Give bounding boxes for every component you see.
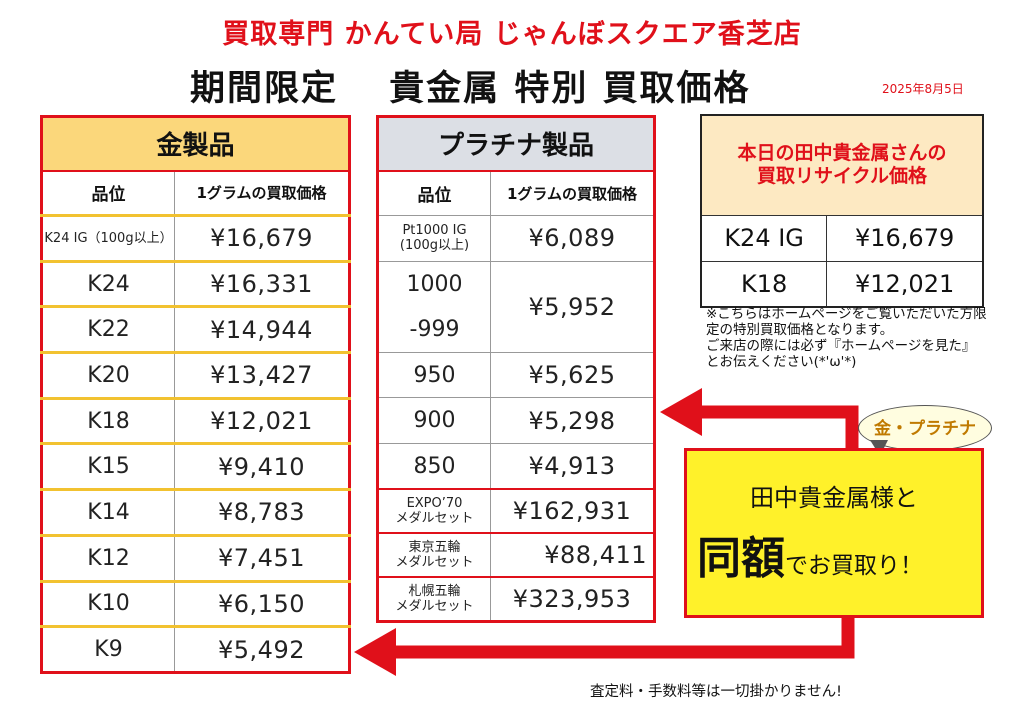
- table-row: K24 IG（100g以上） ¥16,679: [41, 214, 350, 262]
- grade-cell: K18: [700, 260, 828, 308]
- platinum-table-title: プラチナ製品: [377, 116, 655, 172]
- grade-cell: 950: [377, 351, 491, 399]
- price-cell: ¥5,952: [490, 260, 655, 353]
- table-row: K12 ¥7,451: [41, 533, 350, 582]
- grade-cell: K22: [41, 305, 175, 354]
- grade-cell: K10: [41, 579, 175, 628]
- grade-cell: Pt1000 IG (100g以上): [377, 215, 491, 262]
- arrow-to-platinum: [696, 405, 859, 450]
- platinum-col-price: 1グラムの買取価格: [490, 170, 655, 216]
- table-row: Pt1000 IG (100g以上) ¥6,089: [377, 215, 655, 262]
- date-label: 2025年8月5日: [882, 82, 964, 96]
- grade-cell: 1000 -999: [377, 260, 491, 353]
- platinum-col-grade: 品位: [377, 170, 491, 216]
- price-cell: ¥14,944: [174, 305, 350, 354]
- table-row: K10 ¥6,150: [41, 579, 350, 628]
- table-row: EXPO’70 メダルセット ¥162,931: [377, 488, 655, 534]
- promo-rest: でお買取り！: [785, 553, 923, 579]
- grade-cell: K14: [41, 488, 175, 536]
- grade-cell: K18: [41, 396, 175, 445]
- price-cell: ¥5,625: [490, 351, 655, 399]
- price-cell: ¥6,150: [174, 579, 350, 628]
- shop-name: 買取専門 かんてい局 じゃんぼスクエア香芝店: [222, 19, 802, 50]
- table-row: K14 ¥8,783: [41, 488, 350, 536]
- price-cell: ¥16,679: [174, 214, 350, 262]
- gold-price-table: 金製品 品位 1グラムの買取価格 K24 IG（100g以上） ¥16,679 …: [40, 115, 351, 674]
- price-cell: ¥88,411: [490, 532, 655, 578]
- price-cell: ¥16,331: [174, 259, 350, 308]
- grade-cell: K24: [41, 259, 175, 308]
- table-row: 900 ¥5,298: [377, 397, 655, 445]
- tanaka-recycle-price-table: 本日の田中貴金属さんの 買取リサイクル価格 K24 IG ¥16,679 K18 ¥1…: [700, 114, 984, 308]
- grade-cell: 900: [377, 397, 491, 445]
- price-cell: ¥4,913: [490, 443, 655, 490]
- promo-line2: 同額でお買取り！: [697, 522, 984, 586]
- price-cell: ¥12,021: [826, 260, 984, 308]
- table-row: K24 ¥16,331: [41, 259, 350, 308]
- gold-table-title: 金製品: [41, 116, 350, 172]
- arrow-to-gold: [392, 618, 855, 659]
- table-row: 札幌五輪 メダルセット ¥323,953: [377, 576, 655, 622]
- table-row: K9 ¥5,492: [41, 625, 350, 673]
- grade-cell: K9: [41, 625, 175, 673]
- price-cell: ¥323,953: [490, 576, 655, 622]
- table-row: K15 ¥9,410: [41, 442, 350, 491]
- table-row: 1000 -999 ¥5,952: [377, 260, 655, 353]
- price-cell: ¥12,021: [174, 396, 350, 445]
- no-fee-notice: 査定料・手数料等は一切掛かりません!: [590, 684, 842, 700]
- medal-name-cell: 札幌五輪 メダルセット: [377, 576, 491, 622]
- arrow-head-gold: [354, 628, 396, 676]
- price-cell: ¥7,451: [174, 533, 350, 582]
- promo-line1: 田中貴金属様と: [750, 484, 918, 512]
- bubble-label: 金・プラチナ: [874, 419, 976, 439]
- table-row: 東京五輪 メダルセット ¥88,411: [377, 532, 655, 578]
- price-cell: ¥16,679: [826, 214, 984, 262]
- price-cell: ¥13,427: [174, 351, 350, 399]
- platinum-price-table: プラチナ製品 品位 1グラムの買取価格 Pt1000 IG (100g以上) ¥6…: [376, 115, 656, 623]
- table-row: K18 ¥12,021: [41, 396, 350, 445]
- table-row: 850 ¥4,913: [377, 443, 655, 490]
- table-row: K22 ¥14,944: [41, 305, 350, 354]
- price-cell: ¥6,089: [490, 215, 655, 262]
- special-price-note: ※こちらはホームページをご覧いただいた方限定の特別買取価格となります。 ご来店の…: [706, 306, 987, 370]
- price-cell: ¥9,410: [174, 442, 350, 491]
- table-row: K18 ¥12,021: [700, 260, 984, 308]
- grade-cell: K15: [41, 442, 175, 491]
- medal-name-cell: 東京五輪 メダルセット: [377, 532, 491, 578]
- same-price-promo-box: [684, 448, 984, 618]
- price-cell: ¥5,492: [174, 625, 350, 673]
- price-cell: ¥162,931: [490, 488, 655, 534]
- promo-same-amount: 同額: [697, 533, 785, 584]
- gold-col-price: 1グラムの買取価格: [174, 170, 350, 216]
- grade-cell: K24 IG（100g以上）: [41, 214, 175, 262]
- price-cell: ¥5,298: [490, 397, 655, 445]
- price-cell: ¥8,783: [174, 488, 350, 536]
- arrow-head-platinum: [660, 388, 702, 436]
- medal-name-cell: EXPO’70 メダルセット: [377, 488, 491, 534]
- table-row: 950 ¥5,625: [377, 351, 655, 399]
- table-row: K20 ¥13,427: [41, 351, 350, 399]
- table-row: K24 IG ¥16,679: [700, 214, 984, 262]
- page-title: 期間限定 貴金属 特別 買取価格: [190, 69, 751, 109]
